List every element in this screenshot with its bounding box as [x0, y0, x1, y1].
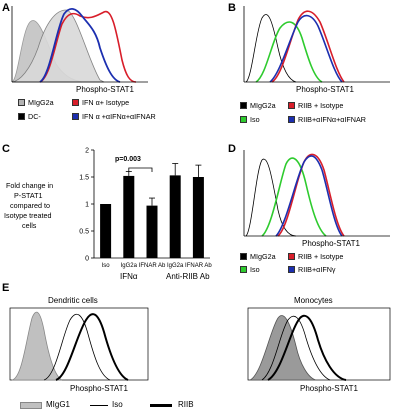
- legend-swatch: [240, 116, 247, 123]
- panel-e-dendritic-histogram: [9, 307, 149, 381]
- legend-swatch-thin: [90, 405, 108, 406]
- legend-text: IFN α +αIFNα+αIFNAR: [82, 112, 156, 121]
- x-tick-label: Iso: [102, 263, 111, 269]
- legend-text: Iso: [250, 115, 260, 124]
- legend-text: DC-: [28, 112, 41, 121]
- legend-text: RIIB: [178, 400, 194, 409]
- panel-b-xlabel: Phospho-STAT1: [296, 85, 354, 94]
- ylabel-line: compared to: [10, 201, 50, 210]
- panel-c-group-anti-riib: Anti-RIIB Ab: [166, 272, 210, 281]
- legend-swatch: [240, 266, 247, 273]
- legend-text: RIIB+αIFNα+αIFNAR: [298, 115, 366, 124]
- panel-b-curve-riib-isotype: [271, 10, 345, 83]
- panel-e-left-curve-riib: [55, 313, 129, 381]
- panel-a-curve-dc: [11, 9, 105, 83]
- panel-a-curve-ifna-isotype: [39, 10, 137, 83]
- legend-text: MIgG1: [46, 400, 71, 409]
- panel-e-left-xlabel: Phospho-STAT1: [70, 384, 128, 393]
- legend-text: Iso: [112, 400, 123, 409]
- x-tick-label: IgG2a: [121, 263, 138, 269]
- panel-d-curve-riib-isotype: [277, 153, 345, 237]
- panel-b-label: B: [228, 2, 236, 14]
- legend-text: RIIB+αIFNγ: [298, 265, 336, 274]
- panel-b-curve-riib-blocked: [269, 14, 343, 83]
- panel-e-right-xlabel: Phospho-STAT1: [300, 384, 358, 393]
- x-tick-label: IgG2a: [167, 263, 184, 269]
- bar: [169, 175, 181, 258]
- panel-a-xlabel: Phospho-STAT1: [76, 85, 134, 94]
- x-tick-label: IFNAR Ab: [139, 263, 166, 269]
- panel-a-curve-ifna-blocked: [39, 8, 121, 83]
- panel-d-xlabel: Phospho-STAT1: [302, 239, 360, 248]
- bar: [123, 175, 135, 258]
- legend-swatch: [288, 266, 295, 273]
- legend-text: MIgG2a: [250, 252, 276, 261]
- legend-text: MIgG2a: [250, 101, 276, 110]
- legend-text: RIIB + Isotype: [298, 101, 344, 110]
- legend-swatch: [72, 113, 79, 120]
- x-tick-label: IFNAR Ab: [185, 263, 212, 269]
- panel-d-curve-migg2a: [245, 158, 297, 237]
- panel-d-histogram: [243, 150, 390, 237]
- legend-text: RIIB + Isotype: [298, 252, 344, 261]
- panel-b-curve-iso: [255, 21, 323, 83]
- panel-b-curve-migg2a: [245, 14, 297, 83]
- significance-bracket: [128, 167, 153, 172]
- panel-e-left-curve-migg1: [11, 311, 63, 381]
- panel-c-label: C: [2, 143, 10, 155]
- panel-b-histogram: [243, 6, 390, 83]
- ylabel-line: P-STAT1: [14, 191, 43, 200]
- bar: [146, 205, 158, 258]
- panel-e-right-frame: [247, 307, 391, 381]
- legend-swatch: [288, 253, 295, 260]
- bar: [192, 177, 204, 258]
- legend-swatch: [240, 102, 247, 109]
- y-tick-label: 0.5: [79, 229, 89, 236]
- legend-swatch: [18, 113, 25, 120]
- legend-swatch: [240, 253, 247, 260]
- panel-e-right-curve-riib: [267, 314, 347, 381]
- bar: [100, 204, 112, 258]
- panel-e-monocytes-histogram: [247, 307, 391, 381]
- panel-d-label: D: [228, 143, 236, 155]
- legend-swatch-thick: [150, 404, 172, 407]
- y-tick-label: 1: [85, 202, 89, 209]
- legend-swatch-filled: [20, 402, 42, 409]
- legend-swatch: [288, 116, 295, 123]
- panel-e-left-curve-iso: [43, 313, 111, 381]
- y-tick-label: 0: [85, 256, 89, 263]
- panel-d-curve-iso: [261, 157, 327, 237]
- panel-a-label: A: [2, 2, 10, 14]
- panel-a-histogram: [11, 6, 148, 83]
- ylabel-line: Fold change in: [6, 181, 54, 190]
- legend-text: Iso: [250, 265, 260, 274]
- legend-text: MIgG2a: [28, 98, 54, 107]
- panel-c-group-ifna: IFNα: [120, 272, 138, 281]
- y-tick-label: 2: [85, 148, 89, 155]
- panel-e-left-title: Dendritic cells: [48, 296, 98, 305]
- ylabel-line: Isotype treated: [4, 211, 52, 220]
- legend-swatch: [72, 99, 79, 106]
- panel-e-right-curve-iso: [261, 315, 331, 381]
- panel-e-label: E: [2, 282, 10, 294]
- panel-e-right-title: Monocytes: [294, 296, 333, 305]
- panel-c-significance: p=0.003: [115, 156, 141, 163]
- legend-swatch: [288, 102, 295, 109]
- panel-e-left-frame: [9, 307, 149, 381]
- y-tick-label: 1.5: [79, 175, 89, 182]
- panel-e-right-curve-migg1: [249, 315, 317, 381]
- legend-text: IFN α+ Isotype: [82, 98, 130, 107]
- legend-swatch: [18, 99, 25, 106]
- panel-d-curve-riib-blocked: [275, 155, 343, 237]
- ylabel-line: cells: [22, 221, 37, 230]
